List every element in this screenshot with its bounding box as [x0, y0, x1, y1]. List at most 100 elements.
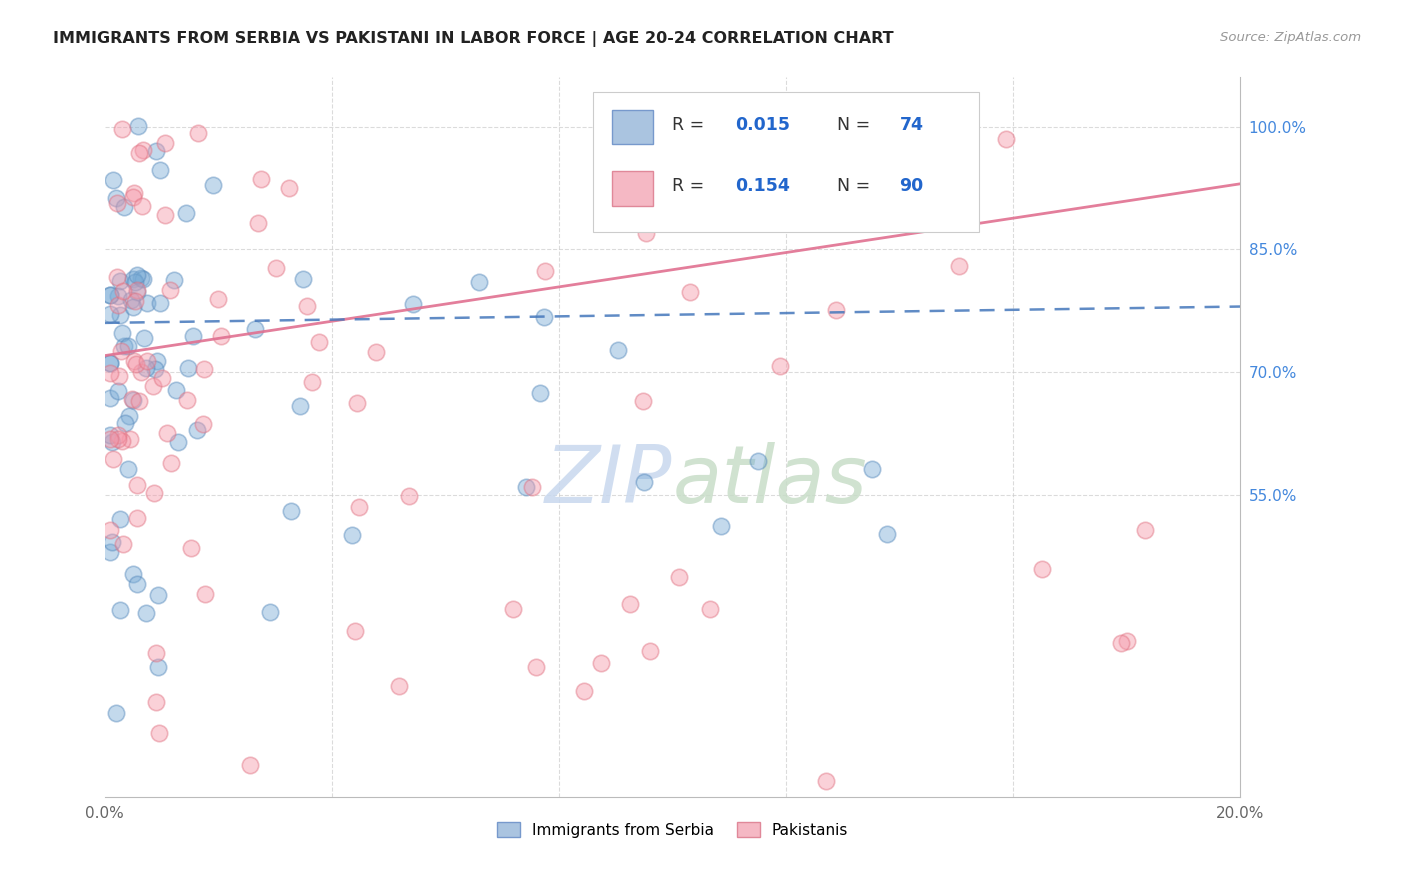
Point [117, 462, 139, 476]
Point [160, 456, 183, 470]
Point [624, 209, 647, 223]
Point [125, 478, 148, 492]
Text: 90: 90 [900, 177, 924, 194]
Point [128, 145, 150, 160]
Point [699, 601, 721, 615]
Point [1135, 523, 1157, 537]
Point [1116, 633, 1139, 648]
Point [111, 434, 134, 448]
Point [678, 285, 700, 299]
Point [107, 432, 129, 446]
Point [186, 423, 208, 437]
Point [145, 646, 167, 660]
Point [124, 293, 146, 308]
Point [101, 173, 124, 187]
Point [633, 475, 655, 490]
Point [589, 656, 612, 670]
Point [104, 191, 127, 205]
Point [125, 357, 148, 371]
Point [104, 706, 127, 720]
Point [108, 308, 131, 322]
Point [98, 307, 121, 321]
Point [146, 660, 169, 674]
Point [125, 511, 148, 525]
Point [467, 275, 489, 289]
Point [120, 432, 142, 446]
Point [143, 485, 166, 500]
Point [176, 361, 198, 376]
Point [813, 172, 835, 186]
Point [107, 298, 129, 312]
Point [619, 597, 641, 611]
Point [194, 587, 217, 601]
Point [107, 384, 129, 398]
Point [125, 577, 148, 591]
Point [638, 644, 661, 658]
Text: Source: ZipAtlas.com: Source: ZipAtlas.com [1220, 31, 1361, 45]
Text: R =: R = [672, 116, 710, 134]
Point [135, 354, 157, 368]
Point [100, 534, 122, 549]
Point [347, 500, 370, 514]
Point [121, 392, 143, 406]
Point [142, 379, 165, 393]
Text: N =: N = [837, 177, 876, 194]
Point [107, 369, 129, 384]
Point [98, 355, 121, 369]
Point [148, 725, 170, 739]
Point [401, 296, 423, 310]
Point [108, 603, 131, 617]
Text: R =: R = [672, 177, 710, 194]
Point [127, 283, 149, 297]
Point [110, 274, 132, 288]
Point [98, 288, 121, 302]
Point [948, 259, 970, 273]
Point [671, 187, 693, 202]
Point [533, 310, 555, 325]
Point [278, 181, 301, 195]
Point [176, 392, 198, 407]
Point [995, 132, 1018, 146]
Point [110, 511, 132, 525]
Point [308, 334, 330, 349]
Point [824, 303, 846, 318]
FancyBboxPatch shape [593, 92, 979, 232]
Point [98, 428, 121, 442]
Point [814, 151, 837, 165]
Point [132, 331, 155, 345]
Point [124, 275, 146, 289]
Point [112, 339, 135, 353]
Point [280, 504, 302, 518]
Point [529, 386, 551, 401]
Point [136, 295, 159, 310]
Point [129, 365, 152, 379]
Point [860, 461, 883, 475]
Point [98, 524, 121, 538]
Point [181, 329, 204, 343]
Text: ZIP: ZIP [546, 442, 672, 520]
Point [264, 260, 287, 275]
Point [127, 285, 149, 300]
Point [301, 375, 323, 389]
Point [143, 362, 166, 376]
Point [522, 479, 544, 493]
Point [209, 329, 232, 343]
Point [98, 356, 121, 370]
Point [98, 391, 121, 405]
Point [111, 326, 134, 341]
Point [534, 263, 557, 277]
Point [291, 272, 314, 286]
Point [340, 528, 363, 542]
Point [122, 392, 145, 407]
Point [710, 518, 733, 533]
Point [769, 359, 792, 373]
Point [146, 588, 169, 602]
Text: IMMIGRANTS FROM SERBIA VS PAKISTANI IN LABOR FORCE | AGE 20-24 CORRELATION CHART: IMMIGRANTS FROM SERBIA VS PAKISTANI IN L… [53, 31, 894, 47]
Point [149, 162, 172, 177]
Point [114, 416, 136, 430]
Point [98, 287, 121, 301]
Point [243, 322, 266, 336]
Point [120, 293, 142, 307]
Point [502, 602, 524, 616]
Point [121, 272, 143, 286]
